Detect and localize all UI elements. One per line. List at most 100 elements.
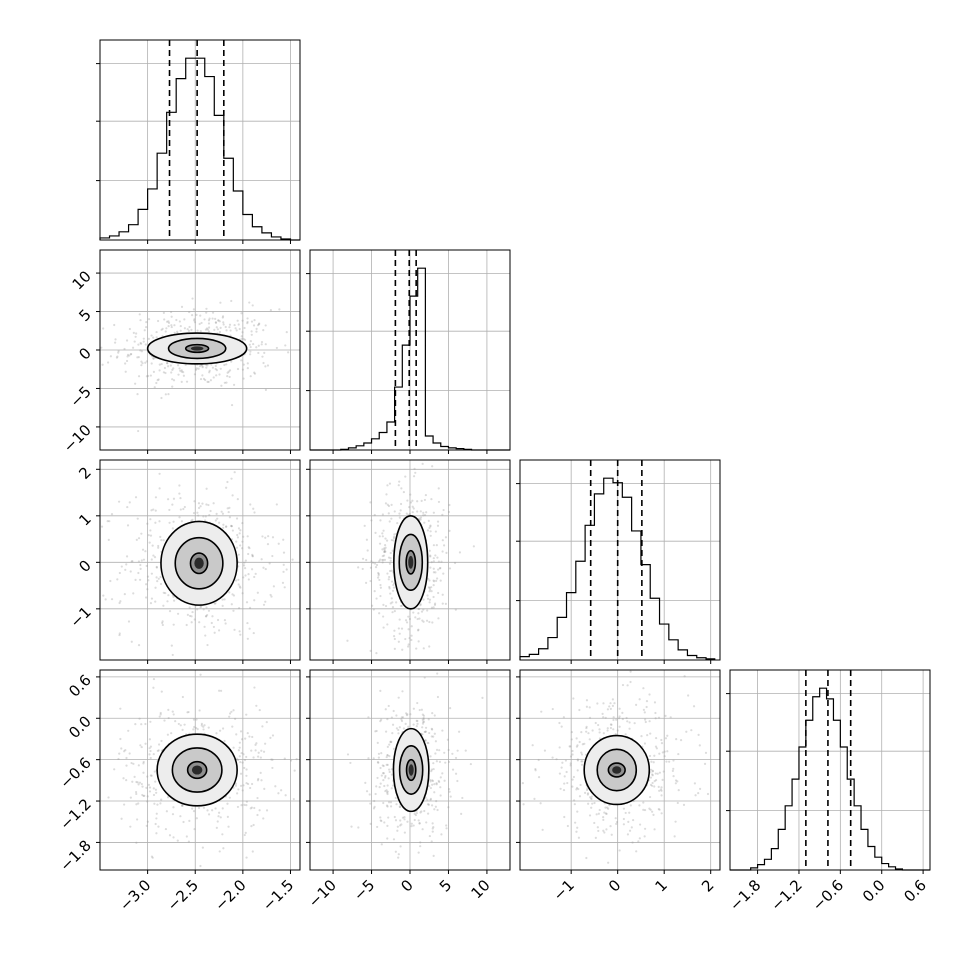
- sample-point: [150, 362, 153, 365]
- sample-point: [412, 507, 415, 510]
- sample-point: [430, 606, 433, 609]
- sample-point: [193, 318, 196, 321]
- sample-point: [447, 788, 451, 791]
- sample-point: [148, 541, 151, 544]
- sample-point: [207, 503, 210, 507]
- sample-point: [218, 320, 221, 323]
- sample-point: [256, 324, 260, 327]
- sample-point: [613, 702, 616, 705]
- sample-point: [428, 586, 431, 589]
- sample-point: [252, 342, 255, 346]
- sample-point: [149, 774, 152, 777]
- sample-point: [569, 755, 573, 758]
- sample-point: [381, 772, 385, 775]
- sample-point: [244, 574, 247, 577]
- sample-point: [439, 794, 442, 797]
- sample-point: [228, 715, 231, 718]
- sample-point: [417, 607, 420, 610]
- sample-point: [363, 524, 366, 527]
- sample-point: [243, 833, 246, 837]
- sample-point: [369, 566, 373, 569]
- y-tick-label: 0.0: [65, 712, 95, 742]
- sample-point: [379, 689, 382, 693]
- sample-point: [436, 808, 439, 812]
- sample-point: [219, 816, 222, 819]
- sample-point: [383, 558, 387, 561]
- sample-point: [162, 539, 165, 542]
- sample-point: [602, 818, 605, 822]
- sample-point: [428, 549, 431, 552]
- sample-point: [403, 818, 406, 821]
- sample-point: [653, 754, 656, 757]
- sample-point: [128, 327, 131, 331]
- sample-point: [381, 532, 384, 535]
- sample-point: [223, 619, 227, 622]
- sample-point: [193, 828, 196, 831]
- sample-point: [222, 847, 225, 850]
- sample-point: [441, 772, 444, 775]
- sample-point: [170, 644, 173, 647]
- sample-point: [561, 761, 564, 764]
- sample-point: [387, 704, 390, 708]
- sample-point: [388, 569, 392, 573]
- sample-point: [379, 594, 382, 598]
- sample-point: [211, 809, 214, 812]
- sample-point: [202, 377, 206, 380]
- y-tick-label: −1: [66, 603, 94, 631]
- sample-point: [643, 827, 647, 830]
- sample-point: [606, 727, 609, 730]
- sample-point: [638, 837, 641, 840]
- sample-point: [368, 793, 371, 796]
- sample-point: [238, 606, 241, 610]
- sample-point: [643, 808, 647, 812]
- sample-point: [392, 838, 396, 841]
- sample-point: [142, 558, 146, 561]
- sample-point: [421, 462, 424, 465]
- sample-point: [432, 606, 435, 609]
- sample-point: [449, 795, 452, 798]
- sample-point: [202, 515, 205, 518]
- sample-point: [390, 503, 393, 507]
- sample-point: [163, 318, 166, 321]
- sample-point: [251, 554, 254, 557]
- sample-point: [378, 612, 381, 615]
- sample-point: [146, 795, 149, 798]
- sample-point: [135, 538, 138, 541]
- sample-point: [382, 558, 385, 562]
- sample-point: [215, 826, 218, 829]
- sample-point: [456, 749, 459, 752]
- sample-point: [461, 796, 464, 800]
- sample-point: [629, 680, 632, 684]
- sample-point: [200, 724, 203, 727]
- sample-point: [154, 521, 157, 524]
- sample-point: [228, 796, 231, 799]
- sample-point: [399, 604, 402, 608]
- sample-point: [180, 370, 183, 373]
- sample-point: [118, 571, 121, 575]
- sample-point: [192, 308, 195, 311]
- sample-point: [242, 784, 245, 787]
- sample-point: [588, 706, 591, 709]
- sample-point: [106, 361, 110, 364]
- sample-point: [142, 762, 145, 765]
- sample-point: [217, 811, 221, 814]
- sample-point: [107, 538, 110, 541]
- sample-point: [642, 708, 645, 711]
- sample-point: [252, 631, 255, 635]
- sample-point: [230, 360, 233, 363]
- sample-point: [205, 307, 208, 310]
- sample-point: [375, 597, 378, 600]
- sample-point: [217, 629, 221, 632]
- sample-point: [654, 745, 658, 748]
- sample-point: [398, 726, 401, 729]
- sample-point: [140, 360, 143, 363]
- sample-point: [618, 707, 621, 710]
- contour-line: [392, 727, 430, 813]
- sample-point: [658, 771, 661, 774]
- sample-point: [413, 467, 416, 470]
- sample-point: [139, 563, 142, 567]
- sample-point: [156, 749, 159, 753]
- histogram-step-line: [730, 687, 930, 871]
- sample-point: [422, 720, 426, 723]
- sample-point: [643, 835, 646, 838]
